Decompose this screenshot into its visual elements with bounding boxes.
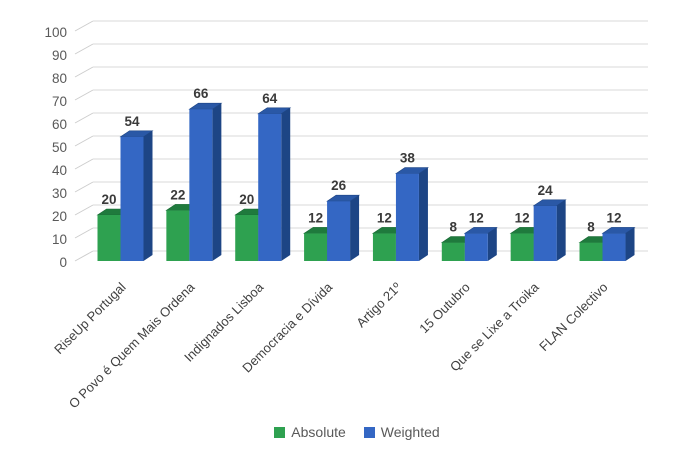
bar-side-face [143,130,153,261]
bar-side-face [350,195,360,261]
value-labels: 20 54 22 66 20 64 12 26 12 38 8 12 12 24 8 12 [101,86,621,234]
y-axis-label-60: 60 [52,117,67,132]
value-label-absolute-flan-colectivo: 8 [587,220,595,235]
bar-front-face [372,233,396,261]
value-label-absolute-o-povo-e-quem-mais-ordena: 22 [170,187,185,202]
bar-front-face [120,136,144,261]
bar-weighted-riseup-portugal[interactable] [119,130,154,261]
value-label-weighted-flan-colectivo: 12 [607,210,622,225]
bar-side-face [281,107,291,261]
bar-side-face [418,167,428,261]
y-axis: 0 10 20 30 40 50 60 70 80 90 100 [44,25,67,270]
category-label-artigo-21: Artigo 21º [353,279,404,330]
bar-front-face [533,205,557,261]
value-label-weighted-15-outubro: 12 [469,210,484,225]
bar-front-face [189,109,213,261]
value-label-weighted-riseup-portugal: 54 [124,114,140,129]
value-label-absolute-riseup-portugal: 20 [101,192,116,207]
category-label-riseup-portugal: RiseUp Portugal [51,279,129,357]
bar-weighted-15-outubro[interactable] [463,227,498,261]
y-axis-label-50: 50 [52,140,67,155]
bar-side-face [212,103,222,261]
value-label-weighted-artigo-21: 38 [400,151,416,166]
bar-weighted-artigo-21[interactable] [394,167,429,261]
y-axis-label-10: 10 [52,232,67,247]
bar-weighted-democracia-e-divida[interactable] [326,194,361,261]
legend-marker-weighted [363,426,375,438]
bar-front-face [235,215,259,261]
gridline-diagonal-10 [74,227,94,239]
bar-weighted-indignados-lisboa[interactable] [257,107,292,261]
y-axis-label-0: 0 [59,255,67,270]
gridline-diagonal-90 [74,43,94,55]
category-label-15-outubro: 15 Outubro [416,280,473,337]
legend-item-absolute[interactable]: Absolute [274,424,346,440]
y-axis-label-80: 80 [52,71,67,86]
y-axis-label-90: 90 [52,48,67,63]
value-label-absolute-democracia-e-divida: 12 [308,210,323,225]
bar-side-face [625,227,635,261]
bar-side-face [556,199,566,261]
value-label-absolute-indignados-lisboa: 20 [239,192,254,207]
legend-label-weighted: Weighted [380,424,440,440]
gridline-diagonal-40 [74,158,94,170]
y-axis-label-30: 30 [52,186,67,201]
bar-front-face [510,233,534,261]
bar-weighted-o-povo-e-quem-mais-ordena[interactable] [188,102,223,261]
gridline-diagonal-0 [74,250,94,262]
gridline-diagonal-60 [74,112,94,124]
value-label-weighted-o-povo-e-quem-mais-ordena: 66 [193,86,209,101]
gridline-diagonal-100 [74,20,94,32]
value-label-absolute-artigo-21: 12 [377,210,392,225]
value-label-absolute-15-outubro: 8 [450,220,458,235]
bar-front-face [464,233,488,261]
value-label-weighted-que-se-lixe-a-troika: 24 [538,183,554,198]
gridline-diagonal-30 [74,181,94,193]
bar-front-face [579,242,603,261]
gridline-diagonal-80 [74,66,94,78]
y-axis-label-70: 70 [52,94,67,109]
legend-label-absolute: Absolute [291,424,346,440]
bar-front-face [304,233,328,261]
gridline-diagonal-50 [74,135,94,147]
bar-side-face [487,227,497,261]
legend-item-weighted[interactable]: Weighted [363,424,440,440]
bar-front-face [258,113,282,261]
bar-front-face [166,210,190,261]
y-axis-label-40: 40 [52,163,67,178]
bar-front-face [395,173,419,261]
bar-front-face [327,201,351,261]
y-axis-label-100: 100 [44,25,67,40]
bar-front-face [97,215,121,261]
category-label-o-povo-e-quem-mais-ordena: O Povo é Quem Mais Ordena [66,279,198,411]
legend-marker-absolute [274,426,286,438]
legend: Absolute Weighted [12,422,690,442]
value-label-absolute-que-se-lixe-a-troika: 12 [515,210,530,225]
bar-weighted-que-se-lixe-a-troika[interactable] [532,199,567,261]
gridline-diagonal-20 [74,204,94,216]
gridline-diagonal-70 [74,89,94,101]
value-label-weighted-democracia-e-divida: 26 [331,178,347,193]
category-label-flan-colectivo: FLAN Colectivo [536,280,610,354]
y-axis-label-20: 20 [52,209,67,224]
value-label-weighted-indignados-lisboa: 64 [262,91,278,106]
bar-weighted-flan-colectivo[interactable] [601,227,636,261]
bar-front-face [602,233,626,261]
bar-front-face [441,242,465,261]
bars [96,102,636,261]
